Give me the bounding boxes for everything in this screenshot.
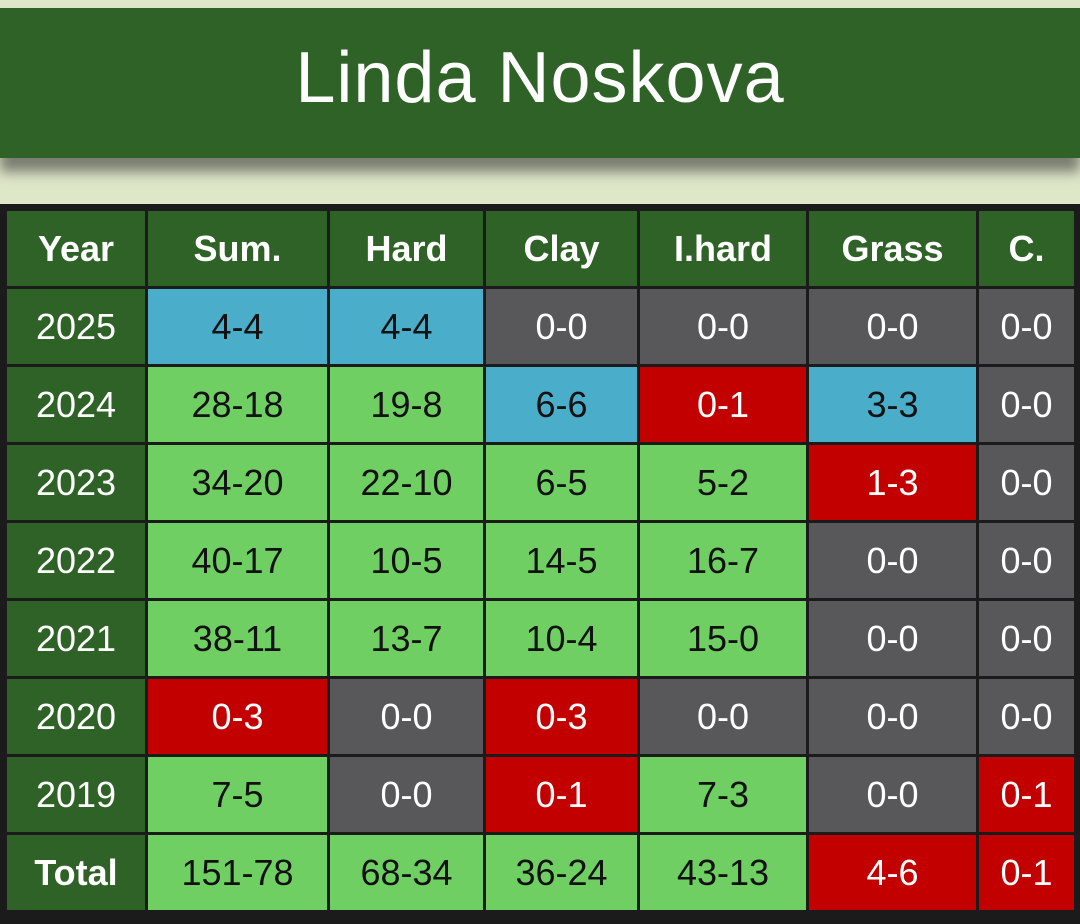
clay-record-cell: 0-0 [486, 289, 637, 364]
year-cell: 2025 [7, 289, 145, 364]
total-row: Total 151-78 68-34 36-24 43-13 4-6 0-1 [7, 835, 1074, 910]
summary-record-cell: 151-78 [148, 835, 327, 910]
carpet-record-cell: 0-0 [979, 367, 1074, 442]
grass-record-cell: 1-3 [809, 445, 976, 520]
summary-record-cell: 4-4 [148, 289, 327, 364]
table-row: 2022 40-17 10-5 14-5 16-7 0-0 0-0 [7, 523, 1074, 598]
hard-record-cell: 22-10 [330, 445, 483, 520]
table-row: 2019 7-5 0-0 0-1 7-3 0-0 0-1 [7, 757, 1074, 832]
column-header-year: Year [7, 211, 145, 286]
column-header-indoor-hard: I.hard [640, 211, 806, 286]
indoor-hard-record-cell: 5-2 [640, 445, 806, 520]
hard-record-cell: 10-5 [330, 523, 483, 598]
indoor-hard-record-cell: 0-0 [640, 679, 806, 754]
carpet-record-cell: 0-0 [979, 445, 1074, 520]
carpet-record-cell: 0-0 [979, 601, 1074, 676]
clay-record-cell: 6-5 [486, 445, 637, 520]
clay-record-cell: 6-6 [486, 367, 637, 442]
year-cell: Total [7, 835, 145, 910]
column-header-summary: Sum. [148, 211, 327, 286]
summary-record-cell: 38-11 [148, 601, 327, 676]
hard-record-cell: 13-7 [330, 601, 483, 676]
clay-record-cell: 0-1 [486, 757, 637, 832]
table-row: 2020 0-3 0-0 0-3 0-0 0-0 0-0 [7, 679, 1074, 754]
year-cell: 2019 [7, 757, 145, 832]
summary-record-cell: 28-18 [148, 367, 327, 442]
indoor-hard-record-cell: 0-1 [640, 367, 806, 442]
grass-record-cell: 0-0 [809, 523, 976, 598]
clay-record-cell: 0-3 [486, 679, 637, 754]
column-header-carpet: C. [979, 211, 1074, 286]
table-row: 2025 4-4 4-4 0-0 0-0 0-0 0-0 [7, 289, 1074, 364]
column-header-grass: Grass [809, 211, 976, 286]
grass-record-cell: 4-6 [809, 835, 976, 910]
indoor-hard-record-cell: 16-7 [640, 523, 806, 598]
hard-record-cell: 0-0 [330, 757, 483, 832]
hard-record-cell: 4-4 [330, 289, 483, 364]
win-loss-table: Year Sum. Hard Clay I.hard Grass C. 2025… [4, 208, 1077, 913]
table-row: 2021 38-11 13-7 10-4 15-0 0-0 0-0 [7, 601, 1074, 676]
summary-record-cell: 0-3 [148, 679, 327, 754]
year-cell: 2022 [7, 523, 145, 598]
carpet-record-cell: 0-0 [979, 679, 1074, 754]
hard-record-cell: 0-0 [330, 679, 483, 754]
page-title: Linda Noskova [295, 38, 785, 118]
year-cell: 2021 [7, 601, 145, 676]
summary-record-cell: 40-17 [148, 523, 327, 598]
indoor-hard-record-cell: 43-13 [640, 835, 806, 910]
column-header-hard: Hard [330, 211, 483, 286]
table-row: 2023 34-20 22-10 6-5 5-2 1-3 0-0 [7, 445, 1074, 520]
grass-record-cell: 0-0 [809, 757, 976, 832]
clay-record-cell: 14-5 [486, 523, 637, 598]
grass-record-cell: 3-3 [809, 367, 976, 442]
summary-record-cell: 34-20 [148, 445, 327, 520]
table-body: 2025 4-4 4-4 0-0 0-0 0-0 0-0 2024 28-18 19-8 6-6 0-… [7, 289, 1074, 910]
indoor-hard-record-cell: 0-0 [640, 289, 806, 364]
indoor-hard-record-cell: 7-3 [640, 757, 806, 832]
carpet-record-cell: 0-0 [979, 523, 1074, 598]
indoor-hard-record-cell: 15-0 [640, 601, 806, 676]
column-header-clay: Clay [486, 211, 637, 286]
table-row: 2024 28-18 19-8 6-6 0-1 3-3 0-0 [7, 367, 1074, 442]
clay-record-cell: 10-4 [486, 601, 637, 676]
summary-record-cell: 7-5 [148, 757, 327, 832]
hard-record-cell: 19-8 [330, 367, 483, 442]
year-cell: 2020 [7, 679, 145, 754]
year-cell: 2023 [7, 445, 145, 520]
stats-table-container: Year Sum. Hard Clay I.hard Grass C. 2025… [0, 204, 1080, 924]
header-row: Year Sum. Hard Clay I.hard Grass C. [7, 211, 1074, 286]
hard-record-cell: 68-34 [330, 835, 483, 910]
clay-record-cell: 36-24 [486, 835, 637, 910]
year-cell: 2024 [7, 367, 145, 442]
carpet-record-cell: 0-1 [979, 835, 1074, 910]
grass-record-cell: 0-0 [809, 289, 976, 364]
grass-record-cell: 0-0 [809, 679, 976, 754]
carpet-record-cell: 0-0 [979, 289, 1074, 364]
title-banner: Linda Noskova [0, 8, 1080, 158]
grass-record-cell: 0-0 [809, 601, 976, 676]
carpet-record-cell: 0-1 [979, 757, 1074, 832]
